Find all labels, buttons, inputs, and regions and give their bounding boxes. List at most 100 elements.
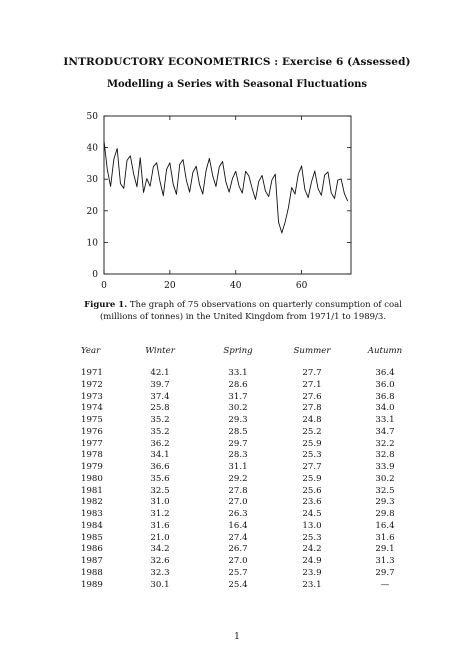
x-tick-label: 20 — [164, 281, 176, 291]
table-row: 1980 35.6 29.2 25.9 30.2 — [0, 474, 474, 486]
cell-spring: 27.0 — [228, 497, 248, 508]
table-row: 1986 34.2 26.7 24.2 29.1 — [0, 544, 474, 556]
cell-spring: 28.3 — [228, 450, 248, 461]
header-autumn: Autumn — [367, 346, 403, 356]
cell-summer: 27.8 — [302, 403, 322, 414]
page-title: INTRODUCTORY ECONOMETRICS : Exercise 6 (… — [63, 56, 411, 68]
cell-year: 1973 — [81, 391, 103, 402]
cell-winter: 31.6 — [150, 520, 170, 531]
cell-winter: 32.3 — [150, 567, 170, 578]
cell-winter: 37.4 — [150, 391, 170, 402]
cell-autumn: 32.2 — [375, 438, 395, 449]
cell-autumn: 29.3 — [375, 497, 395, 508]
cell-year: 1980 — [81, 473, 103, 484]
cell-autumn: 34.0 — [375, 403, 395, 414]
coal-consumption-chart: 0 10 20 30 40 50 0 20 40 60 — [87, 112, 352, 291]
cell-summer: 25.2 — [302, 426, 322, 437]
table-row: 1982 31.0 27.0 23.6 29.3 — [0, 497, 474, 509]
cell-spring: 25.7 — [228, 567, 248, 578]
cell-winter: 42.1 — [150, 368, 170, 378]
cell-year: 1975 — [81, 415, 103, 425]
table-row: 1975 35.2 29.3 24.8 33.1 — [0, 415, 474, 427]
header-spring: Spring — [223, 346, 253, 356]
cell-spring: 29.7 — [228, 438, 248, 449]
cell-autumn: 33.9 — [375, 462, 395, 472]
cell-spring: 16.4 — [228, 520, 248, 531]
cell-autumn: 16.4 — [375, 520, 395, 531]
cell-spring: 26.3 — [228, 509, 248, 519]
cell-spring: 25.4 — [228, 579, 248, 590]
cell-summer: 24.2 — [302, 544, 322, 555]
y-tick-label: 40 — [87, 144, 99, 154]
cell-spring: 27.8 — [228, 485, 248, 496]
cell-spring: 33.1 — [228, 368, 248, 378]
cell-year: 1981 — [81, 485, 103, 496]
cell-year: 1986 — [81, 544, 103, 555]
cell-year: 1988 — [81, 567, 103, 578]
cell-summer: 27.7 — [302, 462, 322, 472]
cell-spring: 28.5 — [228, 426, 248, 437]
cell-autumn: 30.2 — [375, 473, 395, 484]
header-summer: Summer — [293, 346, 331, 356]
cell-spring: 31.7 — [228, 391, 248, 402]
cell-autumn: 32.5 — [375, 485, 395, 496]
cell-autumn: — — [380, 579, 390, 590]
cell-winter: 36.2 — [150, 438, 170, 449]
table-row: 1987 32.6 27.0 24.9 31.3 — [0, 556, 474, 568]
table-row: 1978 34.1 28.3 25.3 32.8 — [0, 450, 474, 462]
series-line — [103, 140, 349, 234]
cell-summer: 23.1 — [302, 579, 322, 590]
cell-spring: 31.1 — [228, 462, 248, 472]
cell-summer: 25.9 — [302, 438, 322, 449]
cell-year: 1984 — [81, 520, 103, 531]
table-row: 1971 42.1 33.1 27.7 36.4 — [0, 368, 474, 380]
table-row: 1976 35.2 28.5 25.2 34.7 — [0, 427, 474, 439]
cell-summer: 25.9 — [302, 473, 322, 484]
cell-winter: 34.2 — [150, 544, 170, 555]
cell-spring: 28.6 — [228, 379, 248, 390]
cell-autumn: 34.7 — [375, 426, 395, 437]
cell-autumn: 33.1 — [375, 415, 395, 425]
table-row: 1985 21.0 27.4 25.3 31.6 — [0, 533, 474, 545]
cell-winter: 34.1 — [150, 450, 170, 461]
cell-year: 1978 — [81, 450, 103, 461]
cell-year: 1979 — [81, 462, 103, 472]
table-header: Year Winter Spring Summer Autumn — [0, 346, 474, 358]
cell-year: 1985 — [81, 532, 103, 543]
cell-summer: 25.6 — [302, 485, 322, 496]
cell-winter: 39.7 — [150, 379, 170, 390]
cell-summer: 25.3 — [302, 532, 322, 543]
cell-winter: 21.0 — [150, 532, 170, 543]
cell-autumn: 32.8 — [375, 450, 395, 461]
plot-frame — [103, 115, 352, 275]
cell-autumn: 36.0 — [375, 379, 395, 390]
figure-label: Figure 1. — [84, 300, 128, 310]
figure-caption: Figure 1. The graph of 75 observations o… — [78, 299, 408, 323]
cell-year: 1971 — [81, 368, 103, 378]
y-tick-label: 10 — [87, 238, 99, 248]
table-row: 1981 32.5 27.8 25.6 32.5 — [0, 486, 474, 498]
cell-summer: 24.9 — [302, 556, 322, 566]
cell-autumn: 31.3 — [375, 556, 395, 566]
cell-spring: 26.7 — [228, 544, 248, 555]
y-tick-label: 50 — [87, 112, 99, 122]
table-row: 1977 36.2 29.7 25.9 32.2 — [0, 439, 474, 451]
cell-year: 1972 — [81, 379, 103, 390]
page-number: 1 — [234, 632, 240, 642]
x-tick-label: 60 — [296, 281, 308, 291]
header-winter: Winter — [145, 346, 175, 356]
cell-spring: 29.2 — [228, 473, 248, 484]
x-tick-label: 0 — [101, 281, 107, 291]
cell-year: 1974 — [81, 403, 103, 414]
cell-winter: 31.2 — [150, 509, 170, 519]
cell-autumn: 36.8 — [375, 391, 395, 402]
cell-winter: 25.8 — [150, 403, 170, 414]
cell-spring: 29.3 — [228, 415, 248, 425]
cell-autumn: 29.1 — [375, 544, 395, 555]
y-tick-label: 30 — [87, 175, 99, 185]
cell-winter: 30.1 — [150, 579, 170, 590]
cell-summer: 27.6 — [302, 391, 322, 402]
cell-summer: 27.1 — [302, 379, 322, 390]
cell-year: 1977 — [81, 438, 103, 449]
cell-winter: 35.6 — [150, 473, 170, 484]
